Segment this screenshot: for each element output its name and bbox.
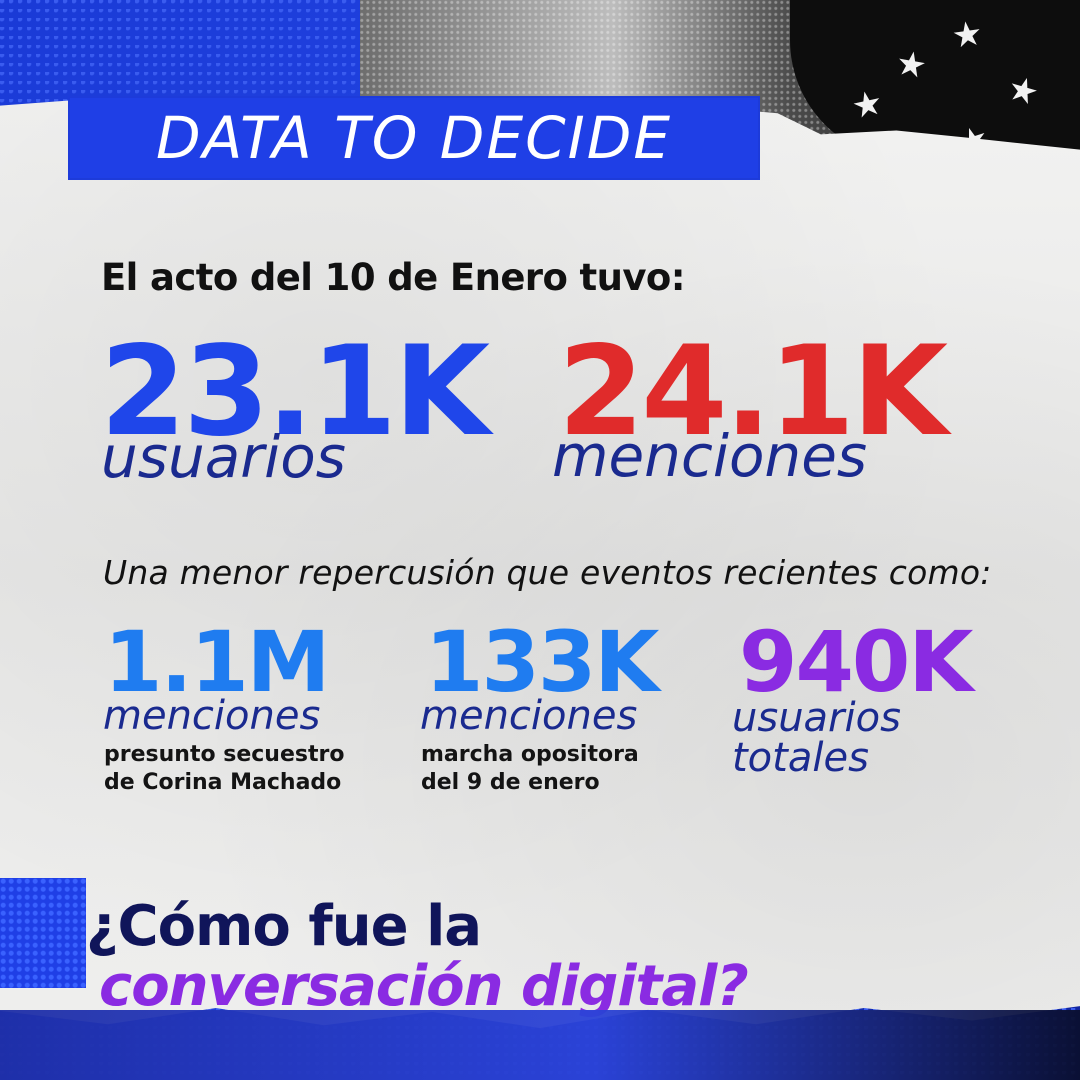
bottom-strip [0,1010,1080,1080]
secondary-stat-1-desc-line1: presunto secuestro [104,742,345,767]
page-title: DATA TO DECIDE [155,104,673,172]
torn-paper [0,96,1080,1029]
secondary-stat-1-desc: presunto secuestro de Corina Machado [104,741,344,796]
secondary-stat-3-unit: usuarios totales [732,698,901,778]
secondary-stat-2-desc-line1: marcha opositora [421,742,639,767]
stat-value-mentions: 24.1K [558,320,948,464]
footer-accent-block [0,878,86,988]
secondary-stat-1-desc-line2: de Corina Machado [104,769,342,795]
stat-value-users: 23.1K [100,320,490,464]
secondary-stat-2-desc-line2: del 9 de enero [421,769,600,795]
stat-unit-mentions: menciones [552,422,868,490]
header-banner: DATA TO DECIDE [68,96,760,180]
star-icon: ★ [892,42,930,88]
secondary-stat-2-desc: marcha opositora del 9 de enero [421,741,639,796]
secondary-stat-1-value: 1.1M [104,613,330,711]
footer-question-line1: ¿Cómo fue la [86,894,482,959]
secondary-stat-3-unit-line2: totales [732,735,869,781]
headline: El acto del 10 de Enero tuvo: [101,256,686,299]
secondary-stat-2-value: 133K [425,613,659,711]
secondary-stat-2-unit: menciones [420,693,638,739]
secondary-stat-3-value: 940K [739,613,973,711]
stat-unit-users: usuarios [101,423,346,491]
flag-fabric [790,0,1080,160]
secondary-stat-3-unit-line1: usuarios [732,695,901,741]
comparison-line: Una menor repercusión que eventos recien… [103,553,992,592]
star-icon: ★ [949,13,986,57]
footer-question-line2: conversación digital? [99,954,749,1019]
secondary-stat-1-unit: menciones [103,693,321,739]
